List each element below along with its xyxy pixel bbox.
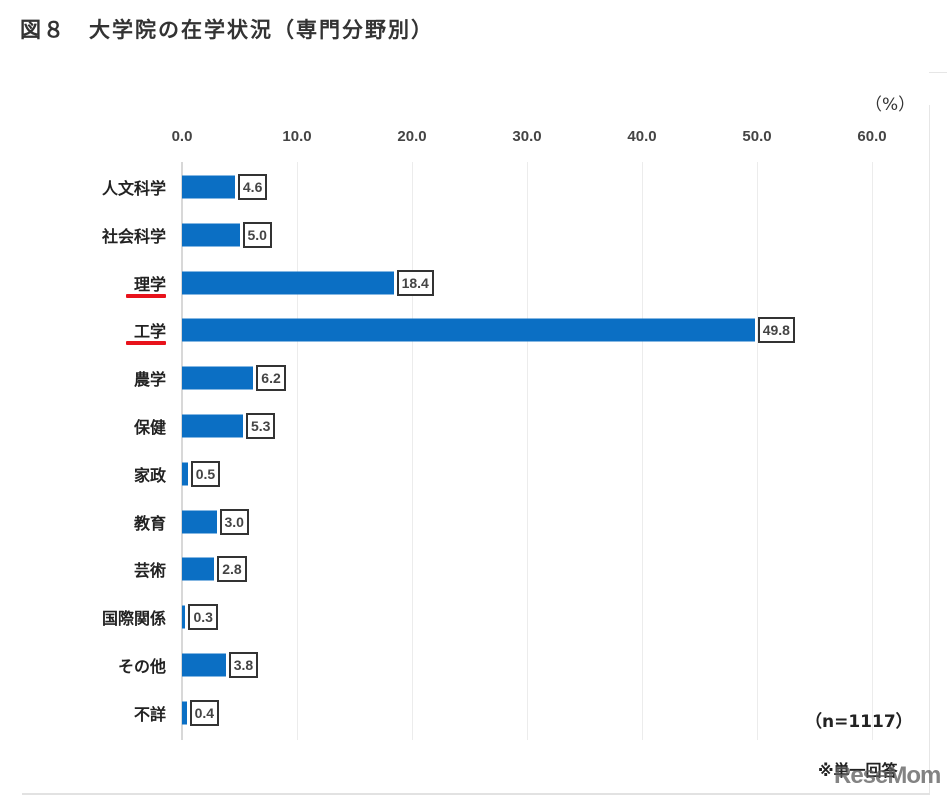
bar bbox=[182, 318, 755, 342]
x-tick-label: 10.0 bbox=[282, 128, 312, 145]
category-label: その他 bbox=[117, 657, 166, 676]
x-tick-label: 60.0 bbox=[857, 128, 887, 145]
watermark-logo: ReseMom bbox=[834, 762, 941, 789]
x-tick-label: 40.0 bbox=[627, 128, 657, 145]
bar bbox=[182, 510, 217, 534]
value-label: 3.8 bbox=[228, 652, 259, 678]
bar bbox=[182, 605, 186, 629]
value-label: 5.3 bbox=[245, 413, 276, 439]
highlight-underline bbox=[126, 293, 166, 298]
category-label: 家政 bbox=[133, 465, 166, 485]
bar bbox=[182, 701, 187, 725]
category-label: 保健 bbox=[133, 418, 166, 437]
category-label: 教育 bbox=[133, 513, 166, 533]
highlight-underline bbox=[126, 341, 166, 346]
value-label: 49.8 bbox=[757, 317, 795, 344]
bar bbox=[182, 175, 235, 199]
bar bbox=[182, 366, 254, 390]
x-tick-label: 30.0 bbox=[512, 128, 542, 145]
value-label: 3.0 bbox=[219, 508, 249, 535]
value-label: 0.3 bbox=[188, 604, 218, 631]
value-label: 5.0 bbox=[242, 221, 272, 248]
bar bbox=[182, 557, 215, 581]
frame-right-border bbox=[929, 105, 930, 795]
category-label: 国際関係 bbox=[101, 609, 166, 629]
category-label: 工学 bbox=[133, 322, 166, 342]
bar bbox=[182, 271, 394, 295]
x-tick-label: 50.0 bbox=[742, 128, 772, 145]
value-label: 4.6 bbox=[237, 174, 268, 200]
value-label: 18.4 bbox=[396, 269, 434, 296]
category-label: 理学 bbox=[133, 274, 166, 294]
value-label: 0.4 bbox=[189, 699, 220, 726]
category-label: 農学 bbox=[133, 370, 166, 390]
category-label: 社会科学 bbox=[101, 226, 166, 246]
category-label: 人文科学 bbox=[101, 179, 166, 198]
value-label: 0.5 bbox=[190, 460, 221, 487]
bar bbox=[182, 462, 188, 486]
single-answer-note: ※単一回答 bbox=[818, 761, 898, 780]
unit-label: （%） bbox=[865, 95, 916, 115]
gridline bbox=[412, 162, 413, 740]
bar bbox=[182, 414, 243, 438]
gridline bbox=[642, 162, 643, 740]
frame-right-tick bbox=[929, 72, 947, 73]
y-axis-line bbox=[181, 162, 183, 740]
value-label: 2.8 bbox=[217, 556, 247, 583]
category-label: 不詳 bbox=[133, 704, 166, 724]
chart-title: 図８ 大学院の在学状況（専門分野別） bbox=[20, 18, 434, 42]
gridline bbox=[872, 162, 873, 740]
gridline bbox=[527, 162, 528, 740]
x-tick-label: 0.0 bbox=[171, 128, 193, 145]
frame-bottom-border bbox=[22, 793, 930, 795]
gridline bbox=[297, 162, 298, 740]
bar bbox=[182, 223, 240, 247]
gridline bbox=[757, 162, 758, 740]
sample-size-note: （n=1117） bbox=[805, 712, 913, 732]
bar bbox=[182, 653, 226, 677]
value-label: 6.2 bbox=[256, 365, 286, 392]
category-label: 芸術 bbox=[133, 561, 166, 581]
x-tick-label: 20.0 bbox=[397, 128, 427, 145]
